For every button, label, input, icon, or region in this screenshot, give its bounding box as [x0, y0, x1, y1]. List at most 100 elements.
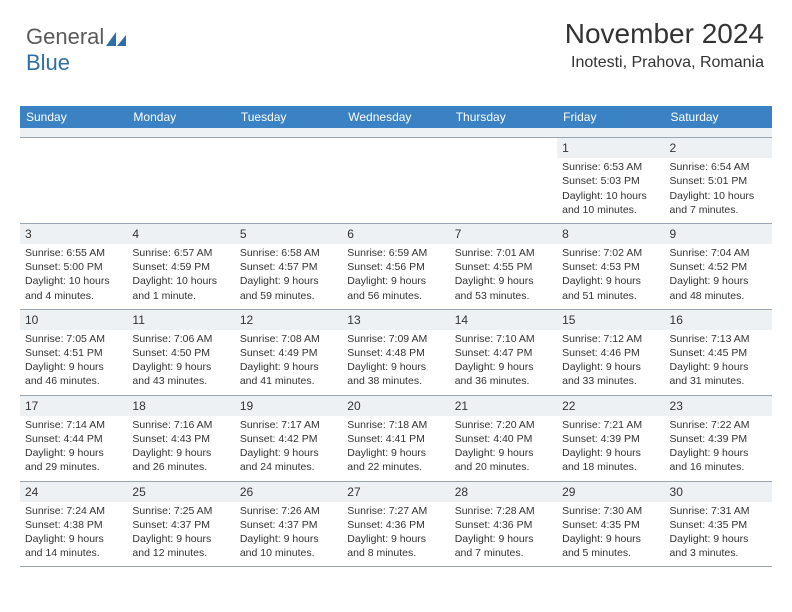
sunrise-text: Sunrise: 7:21 AM: [562, 418, 659, 432]
sunset-text: Sunset: 4:37 PM: [240, 518, 337, 532]
daylight-text: Daylight: 10 hours and 1 minute.: [132, 274, 229, 302]
spacer-row: [20, 128, 772, 138]
daylight-text: Daylight: 9 hours and 31 minutes.: [670, 360, 767, 388]
daylight-text: Daylight: 9 hours and 59 minutes.: [240, 274, 337, 302]
sunrise-text: Sunrise: 6:57 AM: [132, 246, 229, 260]
sunrise-text: Sunrise: 7:05 AM: [25, 332, 122, 346]
day-cell: 22Sunrise: 7:21 AMSunset: 4:39 PMDayligh…: [557, 396, 664, 481]
sunset-text: Sunset: 5:01 PM: [670, 174, 767, 188]
sunset-text: Sunset: 4:52 PM: [670, 260, 767, 274]
day-cell: 16Sunrise: 7:13 AMSunset: 4:45 PMDayligh…: [665, 310, 772, 395]
weekday-header: Sunday: [20, 106, 127, 128]
day-number: 5: [235, 224, 342, 244]
day-number: 18: [127, 396, 234, 416]
day-number: 2: [665, 138, 772, 158]
sunset-text: Sunset: 4:46 PM: [562, 346, 659, 360]
sunrise-text: Sunrise: 7:09 AM: [347, 332, 444, 346]
empty-cell: [342, 138, 449, 223]
weekday-header: Thursday: [450, 106, 557, 128]
sunrise-text: Sunrise: 6:58 AM: [240, 246, 337, 260]
daylight-text: Daylight: 10 hours and 10 minutes.: [562, 189, 659, 217]
day-cell: 3 Sunrise: 6:55 AMSunset: 5:00 PMDaylight…: [20, 224, 127, 309]
daylight-text: Daylight: 9 hours and 26 minutes.: [132, 446, 229, 474]
day-number: 8: [557, 224, 664, 244]
sunset-text: Sunset: 4:43 PM: [132, 432, 229, 446]
sunrise-text: Sunrise: 7:16 AM: [132, 418, 229, 432]
sunrise-text: Sunrise: 7:26 AM: [240, 504, 337, 518]
sunrise-text: Sunrise: 7:22 AM: [670, 418, 767, 432]
sunset-text: Sunset: 4:51 PM: [25, 346, 122, 360]
daylight-text: Daylight: 9 hours and 43 minutes.: [132, 360, 229, 388]
day-cell: 19Sunrise: 7:17 AMSunset: 4:42 PMDayligh…: [235, 396, 342, 481]
day-cell: 11Sunrise: 7:06 AMSunset: 4:50 PMDayligh…: [127, 310, 234, 395]
weekday-header: Saturday: [665, 106, 772, 128]
sunset-text: Sunset: 4:53 PM: [562, 260, 659, 274]
page-title: November 2024: [565, 18, 764, 50]
day-number: 26: [235, 482, 342, 502]
day-number: 12: [235, 310, 342, 330]
daylight-text: Daylight: 9 hours and 48 minutes.: [670, 274, 767, 302]
day-cell: 8Sunrise: 7:02 AMSunset: 4:53 PMDaylight…: [557, 224, 664, 309]
sunrise-text: Sunrise: 7:12 AM: [562, 332, 659, 346]
day-number: 3: [20, 224, 127, 244]
sunset-text: Sunset: 4:40 PM: [455, 432, 552, 446]
sunset-text: Sunset: 4:39 PM: [670, 432, 767, 446]
sunset-text: Sunset: 4:50 PM: [132, 346, 229, 360]
sunset-text: Sunset: 5:00 PM: [25, 260, 122, 274]
day-cell: 9Sunrise: 7:04 AMSunset: 4:52 PMDaylight…: [665, 224, 772, 309]
sunrise-text: Sunrise: 7:30 AM: [562, 504, 659, 518]
day-cell: 23 Sunrise: 7:22 AMSunset: 4:39 PMDayligh…: [665, 396, 772, 481]
empty-cell: [127, 138, 234, 223]
daylight-text: Daylight: 10 hours and 4 minutes.: [25, 274, 122, 302]
day-number: 15: [557, 310, 664, 330]
sunrise-text: Sunrise: 7:02 AM: [562, 246, 659, 260]
day-cell: 2 Sunrise: 6:54 AMSunset: 5:01 PMDaylight…: [665, 138, 772, 223]
day-cell: 5 Sunrise: 6:58 AMSunset: 4:57 PMDaylight…: [235, 224, 342, 309]
daylight-text: Daylight: 9 hours and 22 minutes.: [347, 446, 444, 474]
logo-text-2: Blue: [26, 50, 70, 75]
week-row: 3Sunrise: 6:55 AMSunset: 5:00 PMDaylight…: [20, 224, 772, 310]
sunset-text: Sunset: 4:38 PM: [25, 518, 122, 532]
day-number: 16: [665, 310, 772, 330]
day-number: 6: [342, 224, 449, 244]
day-cell: 17Sunrise: 7:14 AMSunset: 4:44 PMDayligh…: [20, 396, 127, 481]
sunset-text: Sunset: 4:55 PM: [455, 260, 552, 274]
day-number: 20: [342, 396, 449, 416]
sunset-text: Sunset: 4:57 PM: [240, 260, 337, 274]
header: November 2024 Inotesti, Prahova, Romania: [565, 18, 764, 72]
sunrise-text: Sunrise: 7:28 AM: [455, 504, 552, 518]
day-number: 10: [20, 310, 127, 330]
week-row: 1Sunrise: 6:53 AMSunset: 5:03 PMDaylight…: [20, 138, 772, 224]
day-number: 19: [235, 396, 342, 416]
sunrise-text: Sunrise: 7:17 AM: [240, 418, 337, 432]
day-number: 17: [20, 396, 127, 416]
day-number: 28: [450, 482, 557, 502]
calendar-table: SundayMondayTuesdayWednesdayThursdayFrid…: [20, 106, 772, 567]
sunrise-text: Sunrise: 7:20 AM: [455, 418, 552, 432]
day-cell: 26Sunrise: 7:26 AMSunset: 4:37 PMDayligh…: [235, 482, 342, 567]
logo: General Blue: [26, 24, 126, 76]
daylight-text: Daylight: 10 hours and 7 minutes.: [670, 189, 767, 217]
day-number: 24: [20, 482, 127, 502]
empty-cell: [235, 138, 342, 223]
day-cell: 15 Sunrise: 7:12 AMSunset: 4:46 PMDayligh…: [557, 310, 664, 395]
logo-sail-icon: [106, 32, 126, 46]
daylight-text: Daylight: 9 hours and 41 minutes.: [240, 360, 337, 388]
day-cell: 4Sunrise: 6:57 AMSunset: 4:59 PMDaylight…: [127, 224, 234, 309]
day-number: 1: [557, 138, 664, 158]
daylight-text: Daylight: 9 hours and 24 minutes.: [240, 446, 337, 474]
day-cell: 18 Sunrise: 7:16 AMSunset: 4:43 PMDayligh…: [127, 396, 234, 481]
day-number: 14: [450, 310, 557, 330]
day-number: 30: [665, 482, 772, 502]
daylight-text: Daylight: 9 hours and 33 minutes.: [562, 360, 659, 388]
sunrise-text: Sunrise: 7:06 AM: [132, 332, 229, 346]
sunrise-text: Sunrise: 6:54 AM: [670, 160, 767, 174]
day-number: 23: [665, 396, 772, 416]
daylight-text: Daylight: 9 hours and 16 minutes.: [670, 446, 767, 474]
sunrise-text: Sunrise: 6:55 AM: [25, 246, 122, 260]
sunset-text: Sunset: 4:36 PM: [347, 518, 444, 532]
day-number: 9: [665, 224, 772, 244]
sunrise-text: Sunrise: 7:14 AM: [25, 418, 122, 432]
day-cell: 7Sunrise: 7:01 AMSunset: 4:55 PMDaylight…: [450, 224, 557, 309]
day-cell: 24Sunrise: 7:24 AMSunset: 4:38 PMDayligh…: [20, 482, 127, 567]
